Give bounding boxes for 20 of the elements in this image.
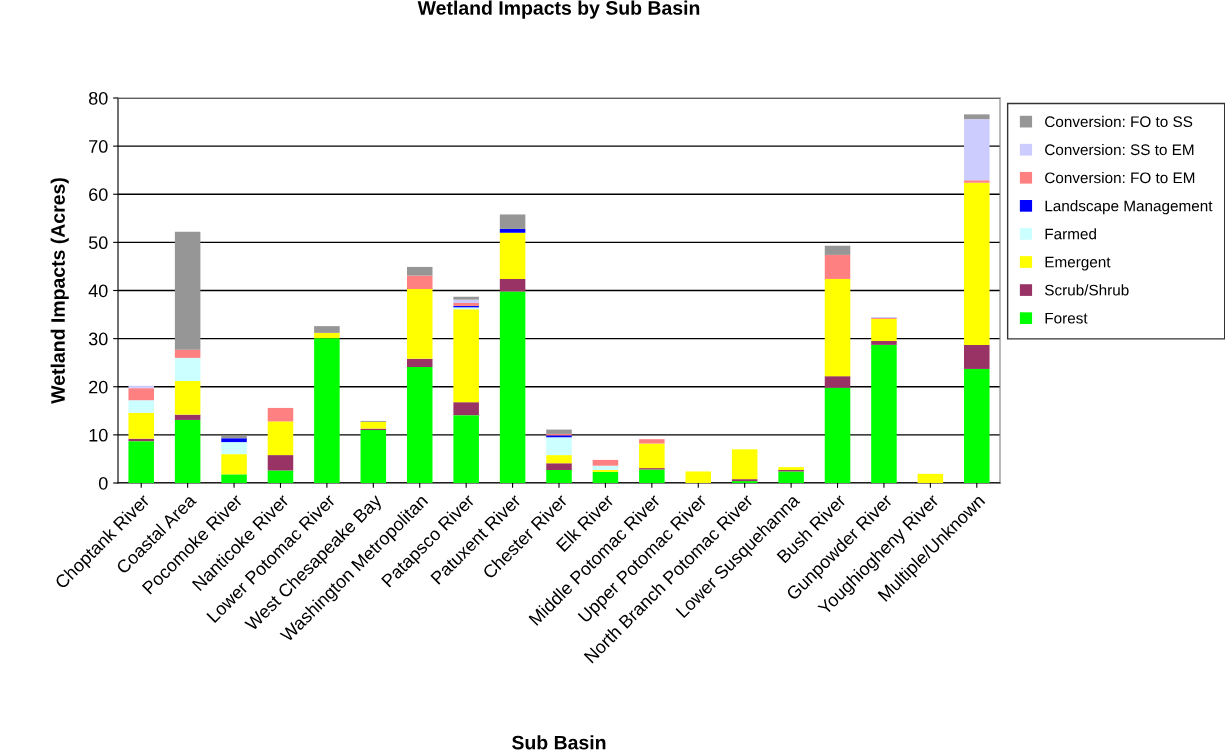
y-tick-label: 80 bbox=[88, 91, 108, 105]
y-axis-title: Wetland Impacts (Acres) bbox=[50, 178, 69, 404]
legend-label: Emergent bbox=[1045, 256, 1111, 271]
legend-label: Conversion: SS to EM bbox=[1045, 143, 1194, 156]
y-tick-label: 30 bbox=[88, 332, 108, 346]
y-tick-label: 50 bbox=[88, 236, 108, 250]
legend-label: Forest bbox=[1045, 312, 1088, 324]
legend-label: Scrub/Shrub bbox=[1045, 284, 1129, 296]
y-tick-label: 10 bbox=[89, 428, 108, 442]
x-axis-title: Sub Basin bbox=[512, 735, 606, 750]
y-tick-label: 70 bbox=[89, 140, 108, 153]
legend-label: Conversion: FO to EM bbox=[1045, 172, 1195, 184]
chart-title: Wetland Impacts by Sub Basin bbox=[417, 0, 700, 19]
y-tick-label: 20 bbox=[89, 380, 108, 394]
legend-label: Farmed bbox=[1045, 228, 1096, 240]
y-tick-label: 40 bbox=[88, 284, 108, 298]
legend-label: Landscape Management bbox=[1045, 200, 1213, 215]
y-tick-label: 0 bbox=[98, 476, 108, 490]
legend-label: Conversion: FO to SS bbox=[1045, 115, 1193, 128]
y-tick-label: 60 bbox=[89, 188, 108, 201]
